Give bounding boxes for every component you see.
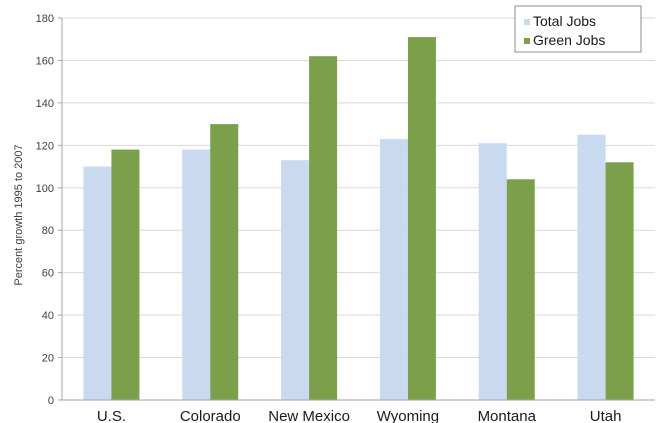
legend-swatch-total-jobs [524, 19, 530, 25]
bar-utah-green-jobs [605, 162, 634, 400]
legend-label-green-jobs: Green Jobs [533, 32, 605, 48]
bar-wyoming-total-jobs [379, 138, 408, 400]
bar-utah-total-jobs [577, 134, 606, 400]
y-tick-label: 0 [48, 395, 54, 407]
y-tick-label: 100 [36, 183, 54, 195]
legend-swatch-green-jobs [524, 38, 530, 44]
x-tick-label-montana: Montana [478, 408, 537, 423]
legend-box [514, 5, 642, 53]
bar-montana-total-jobs [478, 143, 507, 400]
y-tick-label: 80 [42, 225, 54, 237]
legend-label-total-jobs: Total Jobs [533, 13, 596, 29]
bar-new-mexico-green-jobs [309, 56, 338, 400]
y-tick-label: 40 [42, 310, 54, 322]
y-tick-label: 140 [36, 98, 54, 110]
y-tick-label: 120 [36, 140, 54, 152]
x-tick-label-wyoming: Wyoming [377, 408, 439, 423]
legend: Total Jobs Green Jobs [514, 5, 642, 53]
bar-new-mexico-total-jobs [281, 160, 310, 400]
bar-u-s-total-jobs [83, 166, 112, 400]
x-tick-label-u-s: U.S. [97, 408, 126, 423]
y-tick-label: 20 [42, 353, 54, 365]
x-tick-label-new-mexico: New Mexico [268, 408, 350, 423]
bars [83, 37, 634, 400]
bar-colorado-total-jobs [182, 149, 211, 400]
bar-montana-green-jobs [506, 179, 535, 400]
bar-wyoming-green-jobs [407, 37, 436, 400]
y-tick-label: 180 [36, 13, 54, 25]
x-axis-labels: U.S. Colorado New Mexico Wyoming Montana Utah [97, 408, 622, 423]
bar-u-s-green-jobs [111, 149, 140, 400]
x-tick-label-utah: Utah [590, 408, 622, 423]
gridlines [62, 17, 655, 359]
x-tick-label-colorado: Colorado [180, 408, 241, 423]
bar-colorado-green-jobs [210, 124, 239, 400]
y-tick-label: 160 [36, 55, 54, 67]
y-axis-ticks: 0 20 40 60 80 100 120 140 160 180 [36, 13, 62, 407]
y-tick-label: 60 [42, 268, 54, 280]
y-axis-title: Percent growth 1995 to 2007 [13, 144, 25, 285]
